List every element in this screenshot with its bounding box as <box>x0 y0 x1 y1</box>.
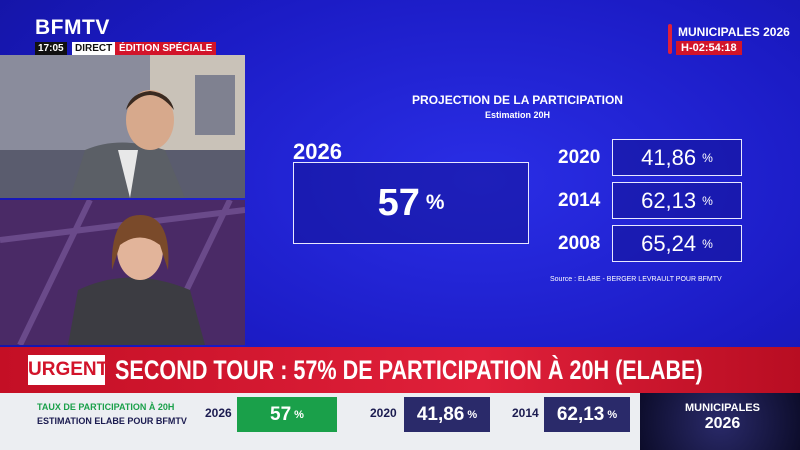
ticker-box: 41,86% <box>404 397 490 432</box>
countdown: H-02:54:18 <box>676 41 742 55</box>
history-year: 2020 <box>558 147 601 168</box>
projection-title: PROJECTION DE LA PARTICIPATION <box>412 93 623 107</box>
ticker-value: 62,13 <box>556 403 605 425</box>
main-unit: % <box>425 191 445 214</box>
ticker-year: 2014 <box>512 406 539 420</box>
ticker-line2: ESTIMATION ELABE POUR BFMTV <box>37 416 187 426</box>
history-unit: % <box>702 193 713 208</box>
history-value: 41,86 <box>641 144 697 170</box>
ticker-logo-line2: 2026 <box>704 415 741 432</box>
breaking-label: URGENT <box>28 355 108 385</box>
ticker-value: 57 <box>270 403 292 425</box>
channel-logo: BFMTV <box>35 16 110 39</box>
history-year: 2008 <box>558 233 601 254</box>
edition-badge: ÉDITION SPÉCIALE <box>115 42 217 55</box>
source: Source : ELABE - BERGER LEVRAULT POUR BF… <box>550 276 722 283</box>
ticker-year: 2026 <box>205 406 232 420</box>
ticker-value: 41,86 <box>416 403 465 425</box>
projection-subtitle: Estimation 20H <box>484 110 551 120</box>
main-value: 57 <box>377 181 420 224</box>
history-unit: % <box>702 150 713 165</box>
history-unit: % <box>702 236 713 251</box>
event-accent <box>668 24 672 54</box>
event-title: MUNICIPALES 2026 <box>678 25 790 39</box>
ticker-logo-line1: MUNICIPALES <box>685 402 760 414</box>
ticker-logo-bg <box>640 393 800 450</box>
breaking-band <box>0 347 800 393</box>
video-panel-top <box>0 55 245 198</box>
clock: 17:05 <box>35 42 67 55</box>
main-value-box: 57% <box>293 162 529 244</box>
history-value: 65,24 <box>641 230 697 256</box>
ticker-line1: TAUX DE PARTICIPATION À 20H <box>37 402 175 412</box>
history-box: 65,24% <box>612 225 742 262</box>
ticker-unit: % <box>294 408 304 421</box>
ticker-box: 57% <box>237 397 337 432</box>
ticker-unit: % <box>467 408 478 421</box>
main-year: 2026 <box>293 139 342 164</box>
ticker-unit: % <box>607 408 618 421</box>
history-value: 62,13 <box>641 187 697 213</box>
live-badge: DIRECT <box>72 42 116 55</box>
video-panel-bottom <box>0 200 245 345</box>
ticker-year: 2020 <box>370 406 397 420</box>
ticker-box: 62,13% <box>544 397 630 432</box>
history-box: 41,86% <box>612 139 742 176</box>
history-year: 2014 <box>558 190 601 211</box>
breaking-headline: SECOND TOUR : 57% DE PARTICIPATION À 20H… <box>115 355 703 385</box>
history-box: 62,13% <box>612 182 742 219</box>
